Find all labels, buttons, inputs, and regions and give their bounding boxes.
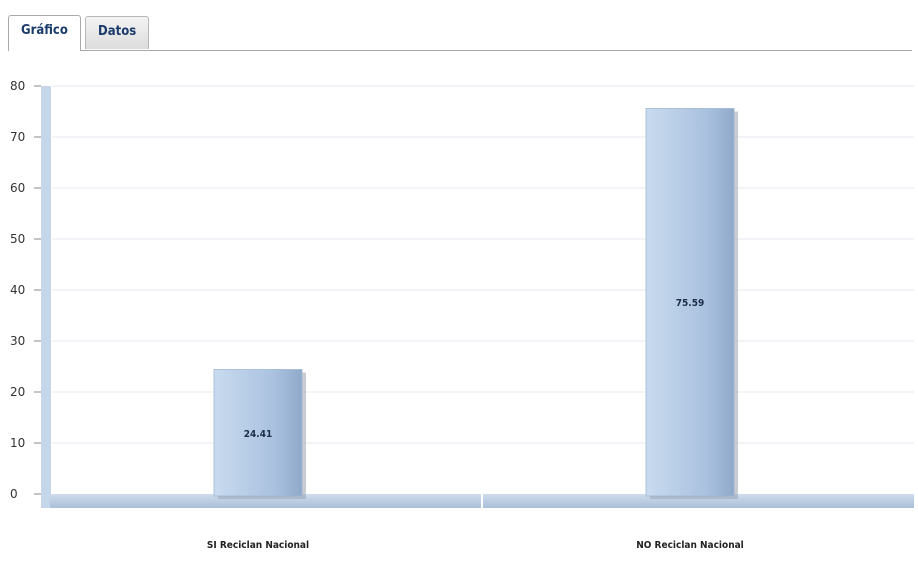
- data-label: 75.59: [676, 298, 704, 309]
- y-tick-label: 0: [10, 487, 18, 501]
- y-tick-label: 30: [10, 334, 25, 348]
- bar: [213, 369, 303, 497]
- y-tick-label: 40: [10, 283, 25, 297]
- tab-bar: Gráfico Datos: [8, 14, 912, 51]
- y-tick-label: 10: [10, 436, 25, 450]
- y-tick-label: 20: [10, 385, 25, 399]
- tab-datos[interactable]: Datos: [85, 16, 150, 49]
- y-tick-label: 50: [10, 232, 25, 246]
- y-axis-wall: [41, 86, 51, 508]
- data-label: 24.41: [244, 429, 272, 440]
- x-category-label: NO Reciclan Nacional: [636, 540, 744, 551]
- tab-grafico[interactable]: Gráfico: [8, 15, 81, 51]
- y-tick-label: 70: [10, 130, 25, 144]
- bar: [645, 108, 735, 497]
- y-tick-label: 60: [10, 181, 25, 195]
- x-category-label: SI Reciclan Nacional: [207, 540, 309, 551]
- y-tick-label: 80: [10, 79, 25, 93]
